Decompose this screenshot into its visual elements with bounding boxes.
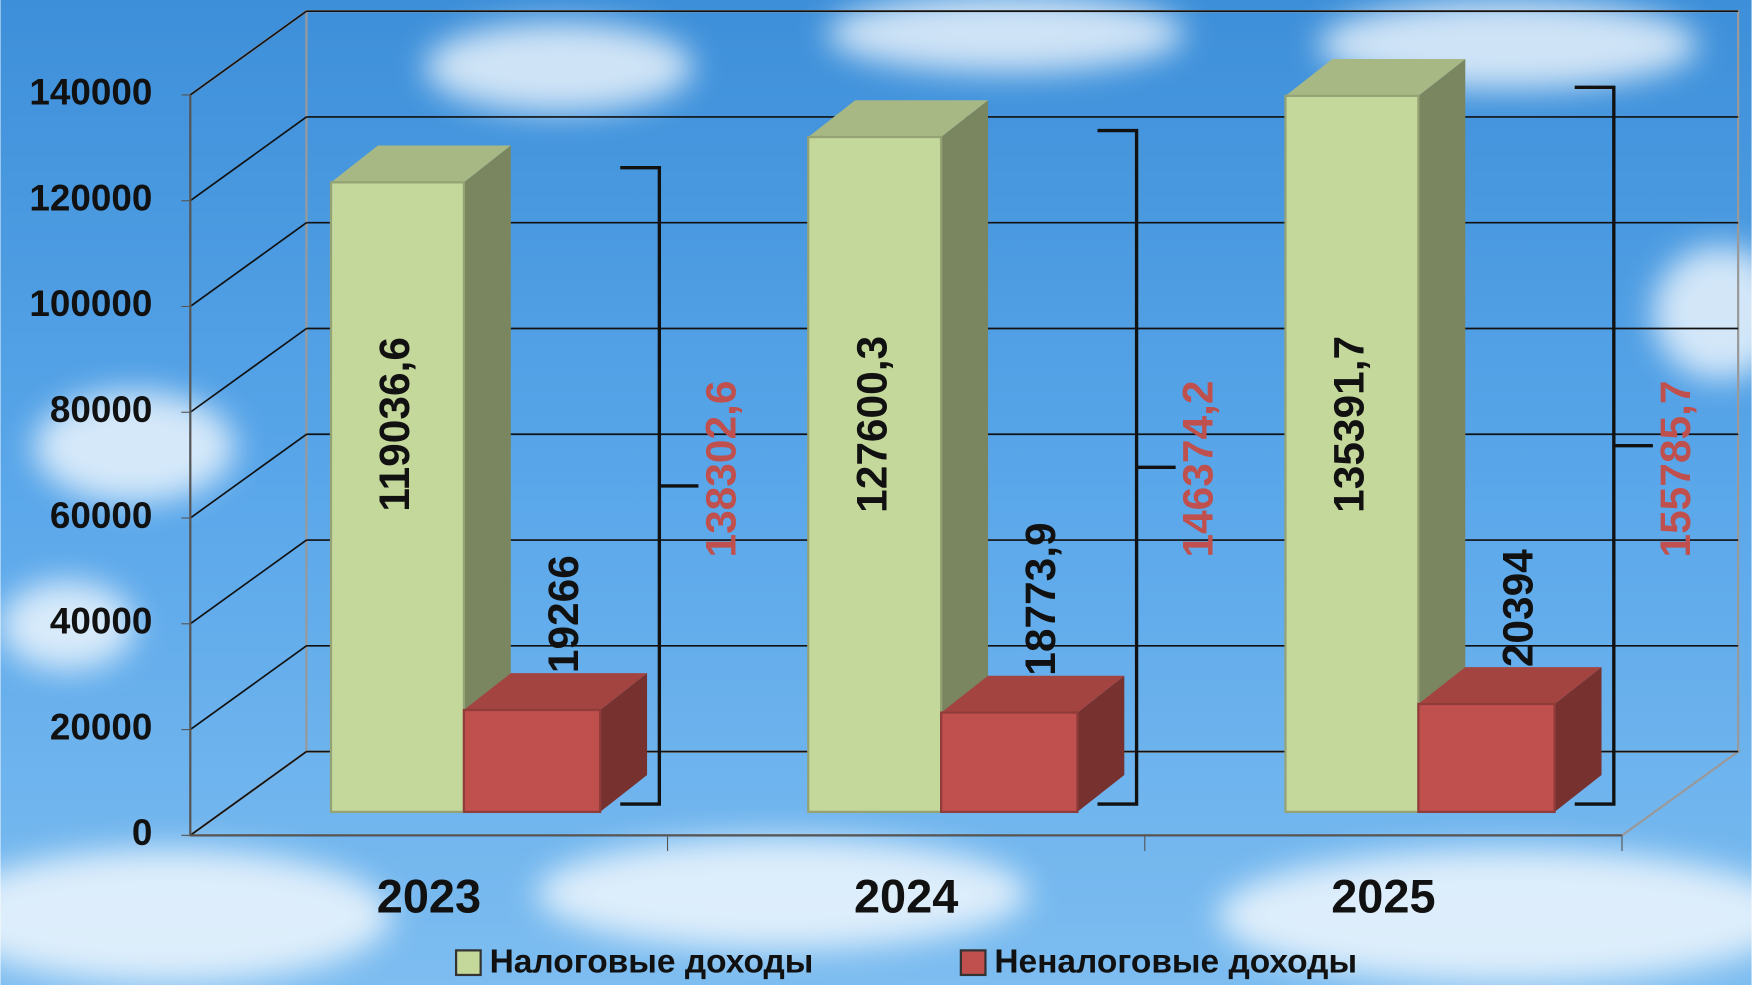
bar-side bbox=[941, 100, 989, 812]
legend-swatch bbox=[454, 949, 482, 977]
y-tick-label: 100000 bbox=[29, 283, 152, 324]
y-tick-label: 20000 bbox=[50, 706, 152, 747]
bar bbox=[1284, 94, 1420, 814]
value-label: 127600,3 bbox=[848, 336, 895, 513]
grid-line-side bbox=[189, 327, 307, 413]
grid-line-side bbox=[189, 645, 307, 731]
total-bracket bbox=[1097, 128, 1176, 806]
total-bracket bbox=[1574, 85, 1653, 806]
bar-side bbox=[463, 145, 511, 812]
grid-line-side bbox=[189, 10, 307, 96]
bar-top bbox=[1285, 58, 1466, 96]
x-tick-label: 2023 bbox=[377, 871, 481, 923]
value-label: 20394 bbox=[1494, 549, 1541, 667]
bar bbox=[329, 181, 466, 814]
bar bbox=[1417, 702, 1556, 814]
total-label: 138302,6 bbox=[697, 381, 744, 558]
y-tick-label: 0 bbox=[132, 812, 152, 853]
grid-line-side bbox=[189, 222, 307, 308]
bar bbox=[462, 708, 602, 814]
value-label: 19266 bbox=[540, 555, 587, 673]
grid-line-side bbox=[189, 433, 307, 519]
total-label: 155785,7 bbox=[1652, 381, 1699, 558]
bar-side bbox=[1418, 58, 1466, 812]
bar-side bbox=[600, 673, 648, 812]
bar-side bbox=[1554, 667, 1602, 812]
grid-line-side bbox=[189, 539, 307, 625]
grid-line-side bbox=[189, 750, 307, 837]
bar bbox=[807, 135, 943, 814]
y-tick-label: 80000 bbox=[50, 389, 152, 430]
bar-top bbox=[1418, 667, 1602, 705]
y-tick-label: 60000 bbox=[50, 495, 152, 536]
value-label: 135391,7 bbox=[1326, 336, 1373, 513]
x-tick-label: 2024 bbox=[854, 871, 958, 923]
bar-top bbox=[463, 673, 648, 711]
y-tick-label: 120000 bbox=[29, 177, 152, 218]
legend-label: Налоговые доходы bbox=[490, 944, 814, 981]
bar bbox=[940, 711, 1079, 814]
y-tick-label: 40000 bbox=[50, 601, 152, 642]
bar-top bbox=[331, 145, 511, 183]
bar-side bbox=[1077, 675, 1125, 812]
total-label: 146374,2 bbox=[1175, 381, 1222, 558]
total-bracket bbox=[620, 166, 699, 806]
legend-swatch bbox=[959, 949, 987, 977]
grid-line-side bbox=[189, 116, 307, 202]
legend-label: Неналоговые доходы bbox=[994, 944, 1357, 981]
value-label: 119036,6 bbox=[371, 337, 418, 512]
x-tick-label: 2025 bbox=[1331, 871, 1435, 923]
bar-top bbox=[808, 100, 989, 138]
y-tick-label: 140000 bbox=[29, 72, 152, 113]
value-label: 18773,9 bbox=[1017, 522, 1064, 675]
bar-top bbox=[941, 675, 1125, 713]
